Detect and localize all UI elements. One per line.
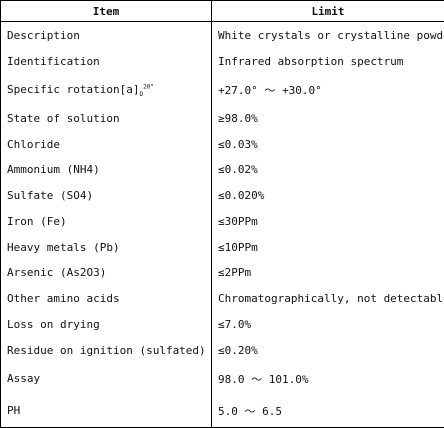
item-label: Specific rotation[a]: [7, 83, 140, 97]
table-row: Sulfate (SO4) ≤0.020%: [0, 182, 444, 209]
limit-cell: ≤10PPm: [211, 234, 444, 261]
item-cell: Heavy metals (Pb): [0, 234, 212, 261]
limit-cell: ≥98.0%: [211, 105, 444, 132]
table-row: Heavy metals (Pb) ≤10PPm: [0, 234, 444, 261]
item-cell: Residue on ignition (sulfated): [0, 337, 212, 363]
table-row: Identification Infrared absorption spect…: [0, 48, 444, 74]
table-row: Chloride ≤0.03%: [0, 131, 444, 158]
item-cell: State of solution: [0, 105, 212, 132]
limit-cell: White crystals or crystalline powder: [211, 21, 444, 49]
limit-cell: ≤0.02%: [211, 157, 444, 183]
limit-cell: Chromatographically, not detectable: [211, 285, 444, 312]
item-cell: Assay: [0, 363, 212, 395]
limit-cell: ≤0.20%: [211, 337, 444, 363]
limit-cell: ≤7.0%: [211, 311, 444, 338]
table-row: State of solution ≥98.0%: [0, 105, 444, 132]
table-row: Iron (Fe) ≤30PPm: [0, 208, 444, 235]
table-row: Loss on drying ≤7.0%: [0, 311, 444, 338]
table-row: Ammonium (NH4) ≤0.02%: [0, 157, 444, 183]
item-cell: Chloride: [0, 131, 212, 158]
limit-cell: Infrared absorption spectrum: [211, 48, 444, 74]
column-header-item: Item: [0, 0, 212, 22]
item-cell: Loss on drying: [0, 311, 212, 338]
column-header-limit: Limit: [211, 0, 444, 22]
limit-cell: +27.0° ～ +30.0°: [211, 73, 444, 106]
limit-cell: ≤0.020%: [211, 182, 444, 209]
item-cell: Other amino acids: [0, 285, 212, 312]
item-cell: Iron (Fe): [0, 208, 212, 235]
limit-cell: ≤2PPm: [211, 260, 444, 286]
table-row: Arsenic (As2O3) ≤2PPm: [0, 260, 444, 286]
table-row: Specific rotation[a]D20° +27.0° ～ +30.0°: [0, 73, 444, 106]
limit-cell: 5.0 ～ 6.5: [211, 394, 444, 428]
item-cell: Arsenic (As2O3): [0, 260, 212, 286]
limit-cell: ≤30PPm: [211, 208, 444, 235]
limit-cell: 98.0 ～ 101.0%: [211, 363, 444, 395]
item-cell: Specific rotation[a]D20°: [0, 73, 212, 106]
limit-cell: ≤0.03%: [211, 131, 444, 158]
header-row: Item Limit: [0, 0, 444, 22]
item-cell: Identification: [0, 48, 212, 74]
item-cell: Description: [0, 21, 212, 49]
table-row: Description White crystals or crystallin…: [0, 21, 444, 49]
item-cell: PH: [0, 394, 212, 428]
item-superscript: 20°: [143, 83, 154, 91]
table-row: PH 5.0 ～ 6.5: [0, 394, 444, 428]
item-subscript: D: [139, 91, 144, 99]
table-row: Other amino acids Chromatographically, n…: [0, 285, 444, 312]
table-row: Assay 98.0 ～ 101.0%: [0, 363, 444, 395]
table-row: Residue on ignition (sulfated) ≤0.20%: [0, 337, 444, 363]
item-cell: Ammonium (NH4): [0, 157, 212, 183]
item-cell: Sulfate (SO4): [0, 182, 212, 209]
